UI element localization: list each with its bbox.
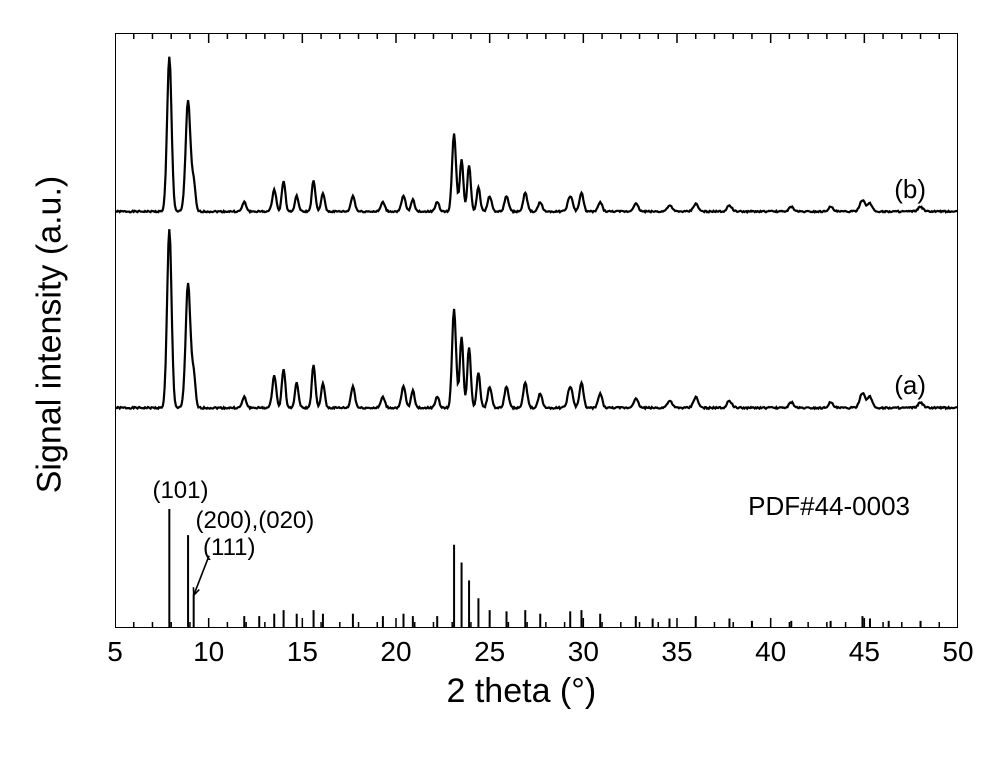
x-tick-label: 40 [755,636,786,668]
xrd-figure: Signal intensity (a.u.) 5 10 15 20 25 30 35 40 4… [0,0,1000,759]
x-tick-label: 45 [849,636,880,668]
trace-a [115,229,958,409]
trace-label-a: (a) [894,370,926,401]
reference-pdf-label: PDF#44-0003 [748,491,910,522]
x-tick-label: 20 [380,636,411,668]
x-tick-label: 25 [474,636,505,668]
x-axis-label: 2 theta (°) [447,672,597,711]
x-tick-label: 5 [107,636,123,668]
peak-label: (111) [203,534,255,562]
trace-label-b: (b) [894,174,926,205]
peak-label: (200),(020) [196,507,315,535]
x-tick-label: 50 [942,636,973,668]
peak-label: (101) [152,477,208,505]
y-axis-label: Signal intensity (a.u.) [31,165,70,505]
x-tick-label: 35 [661,636,692,668]
trace-b [115,57,958,213]
x-tick-label: 15 [287,636,318,668]
x-tick-label: 30 [568,636,599,668]
x-tick-label: 10 [193,636,224,668]
